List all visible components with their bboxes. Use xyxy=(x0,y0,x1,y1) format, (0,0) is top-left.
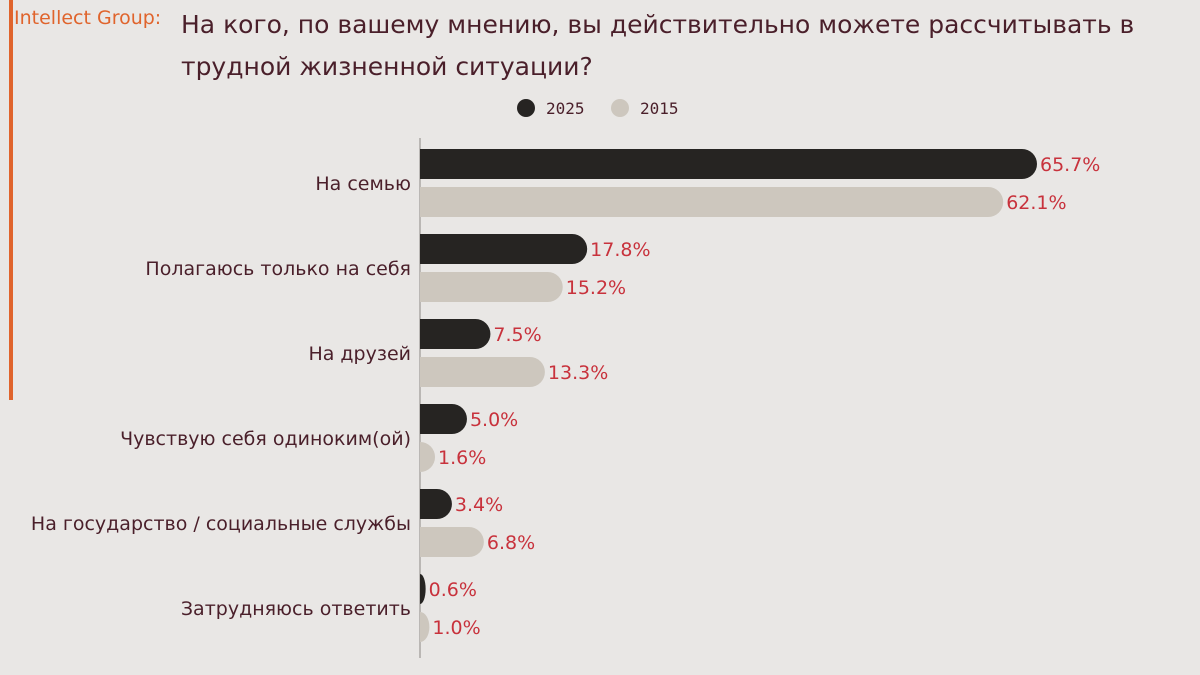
bar-2015 xyxy=(420,272,563,302)
bar-2025 xyxy=(420,319,491,349)
legend: 2025 2015 xyxy=(517,99,679,118)
value-label-2015: 15.2% xyxy=(566,277,626,299)
category-label: Чувствую себя одиноким(ой) xyxy=(120,428,411,450)
bar-2025 xyxy=(420,404,467,434)
category-label: На друзей xyxy=(308,343,411,365)
bar-2025 xyxy=(420,234,588,264)
value-label-2015: 1.6% xyxy=(438,447,486,469)
category-label: На семью xyxy=(315,173,411,195)
bar-2015 xyxy=(420,357,545,387)
chart-title: На кого, по вашему мнению, вы действител… xyxy=(181,10,1135,81)
category-label: Затрудняюсь ответить xyxy=(181,598,411,620)
legend-swatch-2025 xyxy=(517,99,535,117)
value-label-2025: 65.7% xyxy=(1040,154,1100,176)
category-label: Полагаюсь только на себя xyxy=(145,258,411,280)
legend-swatch-2015 xyxy=(611,99,629,117)
bar-2015 xyxy=(420,187,1004,217)
labels-group: На семью 65.7% 62.1% Полагаюсь только на се… xyxy=(31,154,1100,639)
bar-2025 xyxy=(420,489,452,519)
value-label-2025: 3.4% xyxy=(455,494,503,516)
value-label-2025: 7.5% xyxy=(493,324,541,346)
bar-2015 xyxy=(420,442,436,472)
bar-2025 xyxy=(420,149,1037,179)
value-label-2025: 0.6% xyxy=(429,579,477,601)
value-label-2025: 17.8% xyxy=(590,239,650,261)
brand-label: Intellect Group: xyxy=(14,7,162,29)
bar-2015 xyxy=(420,612,430,642)
category-label: На государство / социальные службы xyxy=(31,513,411,535)
accent-bar xyxy=(9,0,13,400)
bar-2025 xyxy=(420,574,426,604)
legend-label-2025: 2025 xyxy=(546,99,585,118)
value-label-2015: 6.8% xyxy=(487,532,535,554)
bars-group xyxy=(420,149,1037,642)
bar-2015 xyxy=(420,527,484,557)
value-label-2015: 13.3% xyxy=(548,362,608,384)
value-label-2015: 1.0% xyxy=(432,617,480,639)
value-label-2015: 62.1% xyxy=(1006,192,1066,214)
legend-label-2015: 2015 xyxy=(640,99,679,118)
value-label-2025: 5.0% xyxy=(470,409,518,431)
